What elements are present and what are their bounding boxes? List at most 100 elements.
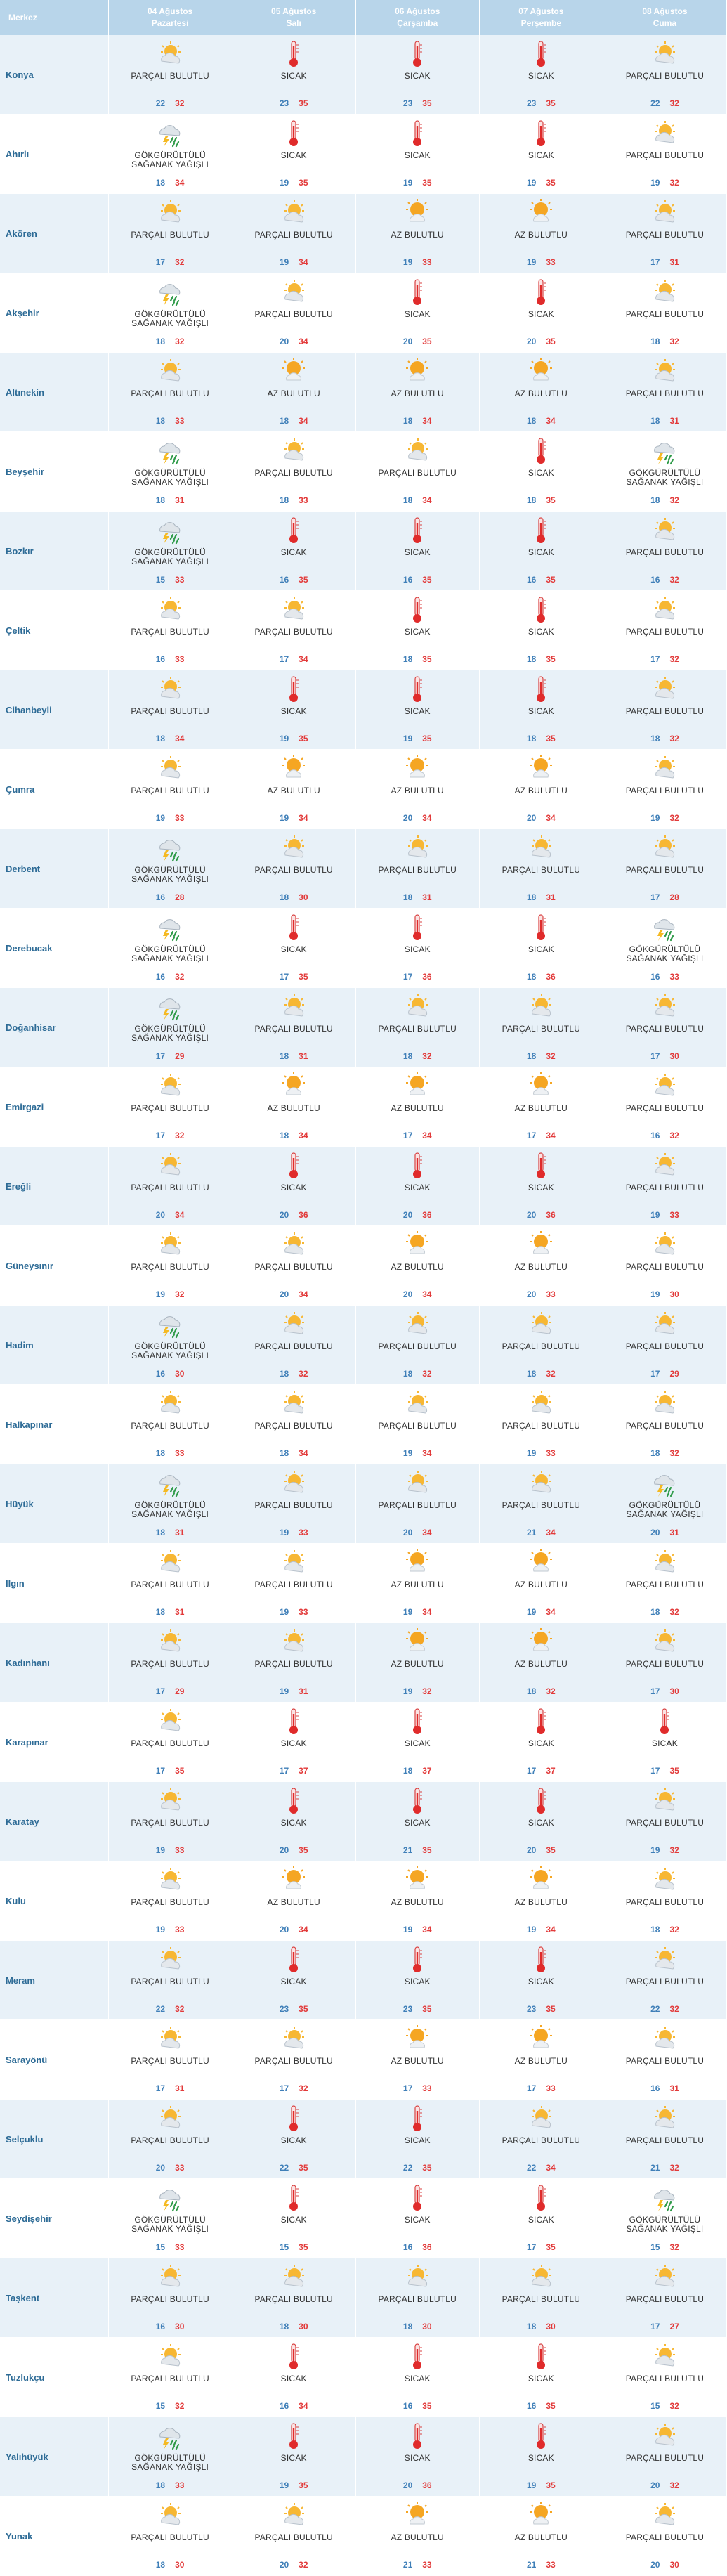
mostly-sunny-icon <box>526 357 556 386</box>
condition-line: GÖKGÜRÜLTÜLÜ <box>629 944 701 954</box>
condition-line: PARÇALI BULUTLU <box>131 230 209 240</box>
min-temperature: 19 <box>279 1686 289 1696</box>
city-name[interactable]: Çumra <box>0 749 109 829</box>
forecast-cell-content: SICAK 22 35 <box>232 2100 355 2178</box>
thunderstorm-rain-icon <box>155 119 185 148</box>
forecast-cell: SICAK 20 35 <box>479 273 603 353</box>
condition-label: PARÇALI BULUTLU <box>356 469 479 478</box>
city-name[interactable]: Altınekin <box>0 352 109 432</box>
city-name[interactable]: Hüyük <box>0 1464 109 1544</box>
city-name[interactable]: Tuzlukçu <box>0 2337 109 2417</box>
max-temperature: 34 <box>299 2401 308 2411</box>
condition-label: SICAK <box>480 151 603 160</box>
max-temperature: 32 <box>669 2480 679 2490</box>
min-temperature: 18 <box>526 495 537 505</box>
condition-line: PARÇALI BULUTLU <box>254 468 333 478</box>
city-name[interactable]: Bozkır <box>0 511 109 591</box>
partly-cloudy-icon <box>650 992 679 1022</box>
temperature-range: 17 32 <box>603 654 726 664</box>
city-name[interactable]: Akşehir <box>0 273 109 353</box>
condition-line: SAĞANAK YAĞIŞLI <box>626 954 704 963</box>
condition-label: SICAK <box>232 1819 355 1828</box>
max-temperature: 32 <box>669 1925 679 1934</box>
table-row: Derebucak GÖKGÜRÜLTÜLÜ SAĞANAK YAĞIŞLI 16 32… <box>0 908 727 988</box>
condition-line: PARÇALI BULUTLU <box>131 2374 209 2383</box>
city-name[interactable]: Güneysınır <box>0 1225 109 1306</box>
city-name[interactable]: Doğanhisar <box>0 987 109 1067</box>
condition-label: PARÇALI BULUTLU <box>480 2136 603 2145</box>
city-name[interactable]: Ahırlı <box>0 114 109 194</box>
min-temperature: 17 <box>155 1131 166 1140</box>
city-name[interactable]: Kadınhanı <box>0 1622 109 1703</box>
condition-line: GÖKGÜRÜLTÜLÜ <box>134 150 206 160</box>
city-name[interactable]: Ilgın <box>0 1543 109 1623</box>
temperature-range: 17 34 <box>480 1131 603 1140</box>
condition-label: AZ BULUTLU <box>480 1104 603 1113</box>
temperature-range: 18 31 <box>109 495 232 505</box>
forecast-cell: PARÇALI BULUTLU 17 30 <box>603 987 727 1067</box>
condition-line: GÖKGÜRÜLTÜLÜ <box>629 468 701 478</box>
condition-label: PARÇALI BULUTLU <box>603 1898 726 1907</box>
city-name[interactable]: Taşkent <box>0 2258 109 2338</box>
min-temperature: 20 <box>402 1210 413 1220</box>
max-temperature: 32 <box>669 2004 679 2014</box>
city-name[interactable]: Karatay <box>0 1781 109 1861</box>
city-name[interactable]: Çeltik <box>0 590 109 670</box>
thermometer-hot-icon <box>402 2183 432 2213</box>
temperature-range: 17 32 <box>109 257 232 267</box>
thermometer-hot-icon <box>526 2342 556 2372</box>
condition-label: PARÇALI BULUTLU <box>109 1580 232 1589</box>
partly-cloudy-icon <box>155 2501 185 2530</box>
condition-label: SICAK <box>356 2374 479 2383</box>
forecast-cell-content: PARÇALI BULUTLU 15 32 <box>109 2338 232 2416</box>
condition-line: SICAK <box>528 944 554 954</box>
mostly-sunny-icon <box>279 1866 308 1895</box>
forecast-cell: PARÇALI BULUTLU 17 34 <box>232 590 356 670</box>
city-name[interactable]: Halkapınar <box>0 1384 109 1464</box>
temperature-range: 15 32 <box>603 2401 726 2411</box>
forecast-cell: SICAK 19 35 <box>232 2416 356 2497</box>
condition-line: GÖKGÜRÜLTÜLÜ <box>134 1341 206 1351</box>
city-name[interactable]: Cihanbeyli <box>0 670 109 750</box>
city-name[interactable]: Sarayönü <box>0 2019 109 2100</box>
city-name[interactable]: Akören <box>0 193 109 273</box>
city-name[interactable]: Selçuklu <box>0 2099 109 2179</box>
day-date: 05 Ağustos <box>271 6 317 16</box>
min-temperature: 19 <box>279 813 289 823</box>
forecast-cell-content: SICAK 23 35 <box>232 1941 355 2019</box>
city-name[interactable]: Konya <box>0 35 109 115</box>
city-name[interactable]: Karapınar <box>0 1702 109 1782</box>
city-name[interactable]: Yalıhüyük <box>0 2416 109 2497</box>
partly-cloudy-icon <box>155 595 185 625</box>
forecast-cell: PARÇALI BULUTLU 18 30 <box>232 828 356 909</box>
condition-line: PARÇALI BULUTLU <box>131 1183 209 1192</box>
city-name[interactable]: Kulu <box>0 1861 109 1941</box>
condition-label: PARÇALI BULUTLU <box>603 2454 726 2463</box>
city-name[interactable]: Meram <box>0 1940 109 2020</box>
temperature-range: 19 34 <box>356 1925 479 1934</box>
city-name[interactable]: Derebucak <box>0 908 109 988</box>
forecast-cell: SICAK 17 35 <box>232 908 356 988</box>
condition-label: PARÇALI BULUTLU <box>232 1263 355 1272</box>
table-row: Konya PARÇALI BULUTLU 22 32 SICAK 23 35 SICAK 23… <box>0 35 727 115</box>
city-name[interactable]: Emirgazi <box>0 1067 109 1147</box>
max-temperature: 29 <box>669 1369 679 1379</box>
min-temperature: 20 <box>279 1845 289 1855</box>
city-name[interactable]: Yunak <box>0 2496 109 2576</box>
header-row: Merkez 04 Ağustos Pazartesi 05 Ağustos Sal… <box>0 0 727 35</box>
city-name[interactable]: Hadim <box>0 1305 109 1385</box>
city-name[interactable]: Seydişehir <box>0 2178 109 2258</box>
temperature-range: 17 27 <box>603 2322 726 2331</box>
min-temperature: 15 <box>155 575 166 585</box>
condition-label: PARÇALI BULUTLU <box>232 1580 355 1589</box>
condition-line: PARÇALI BULUTLU <box>131 1659 209 1669</box>
condition-label: SICAK <box>480 2454 603 2463</box>
temperature-range: 22 32 <box>109 98 232 108</box>
condition-label: PARÇALI BULUTLU <box>603 548 726 557</box>
mostly-sunny-icon <box>279 754 308 783</box>
city-name[interactable]: Ereğli <box>0 1146 109 1226</box>
city-name[interactable]: Derbent <box>0 828 109 909</box>
city-name[interactable]: Beyşehir <box>0 431 109 512</box>
forecast-cell: PARÇALI BULUTLU 22 32 <box>108 35 232 115</box>
min-temperature: 22 <box>155 2004 166 2014</box>
